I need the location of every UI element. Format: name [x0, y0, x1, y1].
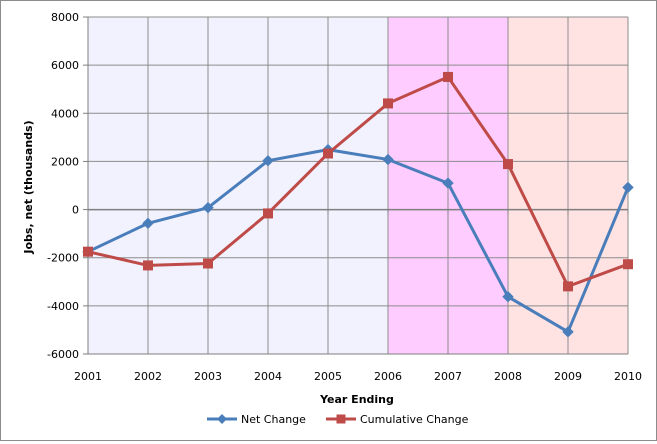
- y-tick-label: -4000: [47, 300, 79, 313]
- data-point-0-9: [622, 181, 634, 194]
- data-point-1-1: [143, 260, 153, 271]
- legend-label-1: Cumulative Change: [360, 413, 469, 426]
- data-point-0-1: [142, 217, 154, 229]
- data-point-0-3: [262, 154, 274, 167]
- y-tick-label: 0: [72, 204, 79, 217]
- legend-label-0: Net Change: [241, 413, 306, 426]
- legend-item-0: Net Change: [207, 413, 306, 426]
- data-point-1-6: [443, 71, 453, 82]
- data-point-1-0: [83, 246, 93, 257]
- x-tick-label: 2006: [374, 370, 402, 383]
- y-axis-title: Jobs, net (thousands): [22, 120, 35, 254]
- x-tick-label: 2007: [434, 370, 462, 383]
- x-axis-title: Year Ending: [319, 393, 394, 406]
- series-group: [82, 71, 634, 338]
- data-point-0-6: [442, 177, 454, 189]
- axes: [83, 16, 629, 355]
- y-tick-label: 6000: [51, 59, 79, 72]
- data-point-0-7: [502, 291, 514, 303]
- data-point-1-3: [263, 208, 273, 219]
- x-tick-label: 2003: [194, 370, 222, 383]
- x-tick-label: 2009: [554, 370, 582, 383]
- x-tick-label: 2010: [614, 370, 642, 383]
- y-tick-label: 2000: [51, 155, 79, 168]
- x-tick-label: 2004: [254, 370, 282, 383]
- series-line-0: [87, 148, 630, 334]
- x-tick-label: 2008: [494, 370, 522, 383]
- y-tick-label: -6000: [47, 348, 79, 361]
- data-point-1-5: [383, 98, 393, 109]
- x-tick-label: 2002: [134, 370, 162, 383]
- data-point-0-5: [382, 153, 394, 166]
- shaded-regions: [88, 17, 628, 354]
- data-point-1-4: [323, 148, 333, 159]
- y-tick-label: -2000: [47, 252, 79, 265]
- legend: Net Change Cumulative Change: [207, 413, 469, 426]
- x-tick-label: 2005: [314, 370, 342, 383]
- data-point-1-2: [203, 258, 213, 269]
- legend-marker-0: [217, 414, 227, 424]
- x-tick-label: 2001: [74, 370, 102, 383]
- legend-marker-1: [336, 414, 346, 424]
- x-tick-labels: 2001 2002 2003 2004 2005 2006 2007 2008 2009 2010: [74, 370, 642, 383]
- y-tick-labels: 8000 6000 4000 2000 0 -2000 -4000 -6000: [47, 11, 79, 361]
- y-tick-label: 4000: [51, 107, 79, 120]
- series-line-1: [87, 75, 629, 288]
- legend-item-1: Cumulative Change: [326, 413, 469, 426]
- data-point-1-9: [623, 259, 633, 270]
- data-point-0-2: [202, 201, 214, 214]
- data-point-1-7: [503, 159, 513, 170]
- data-point-1-8: [563, 281, 573, 292]
- y-tick-label: 8000: [51, 11, 79, 24]
- data-point-0-8: [562, 326, 574, 338]
